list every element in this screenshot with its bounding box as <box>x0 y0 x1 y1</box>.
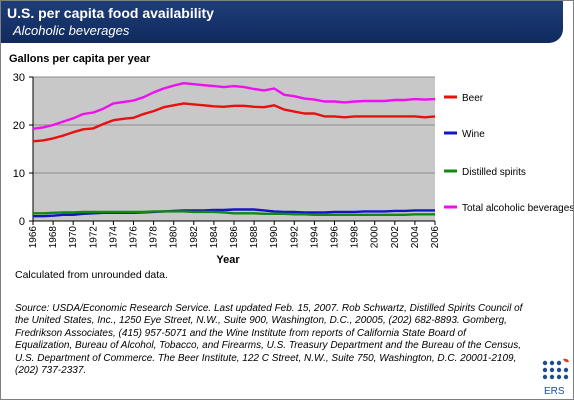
legend-label: Wine <box>462 129 485 140</box>
x-tick-label: 1966 <box>28 226 39 249</box>
x-tick-label: 2000 <box>370 226 381 249</box>
x-tick-label: 1970 <box>68 226 79 249</box>
chart-title: U.S. per capita food availability <box>7 5 214 21</box>
x-tick-label: 1992 <box>289 226 300 249</box>
ers-dots-logo-icon <box>542 358 569 380</box>
header-banner: U.S. per capita food availability Alcoho… <box>1 1 563 43</box>
series-line-total-alcoholic-beverages <box>32 82 436 130</box>
x-tick-label: 1976 <box>129 226 140 249</box>
line-chart: 0 10 20 30 1966 1968 1970 1972 1974 1976 1978 1980 1… <box>13 72 573 266</box>
y-tick-label: 0 <box>19 216 25 228</box>
plot-area <box>33 77 435 221</box>
x-tick-label: 1998 <box>350 226 361 249</box>
x-tick-label: 1980 <box>169 226 180 249</box>
x-tick-label: 1994 <box>309 226 320 249</box>
x-tick-label: 2006 <box>430 226 441 249</box>
series-line-beer <box>32 102 436 143</box>
x-tick-label: 1990 <box>269 226 280 249</box>
x-tick-label: 2004 <box>410 226 421 249</box>
legend-label: Beer <box>462 93 484 104</box>
x-tick-label: 1984 <box>209 226 220 249</box>
source-note: Source: USDA/Economic Research Service. … <box>15 303 523 377</box>
chart-subtitle: Alcoholic beverages <box>13 23 130 38</box>
y-tick-label: 30 <box>13 72 25 84</box>
x-tick-label: 2002 <box>390 226 401 249</box>
x-axis-label: Year <box>216 254 240 266</box>
legend-label: Distilled spirits <box>462 167 526 178</box>
x-tick-label: 1986 <box>229 226 240 249</box>
x-tick-label: 1996 <box>330 226 341 249</box>
x-tick-label: 1982 <box>189 226 200 249</box>
ers-logo-text: ERS <box>544 386 565 397</box>
footnote: Calculated from unrounded data. <box>15 269 168 281</box>
x-tick-label: 1988 <box>249 226 260 249</box>
x-tick-label: 1978 <box>149 226 160 249</box>
series-line-distilled-spirits <box>33 210 435 217</box>
legend-label: Total alcoholic beverages <box>462 203 573 214</box>
x-tick-label: 1972 <box>88 226 99 249</box>
y-tick-label: 20 <box>13 120 25 132</box>
y-tick-label: 10 <box>13 168 25 180</box>
x-tick-label: 1968 <box>48 226 59 249</box>
x-tick-label: 1974 <box>108 226 119 249</box>
y-axis-label: Gallons per capita per year <box>9 53 151 65</box>
